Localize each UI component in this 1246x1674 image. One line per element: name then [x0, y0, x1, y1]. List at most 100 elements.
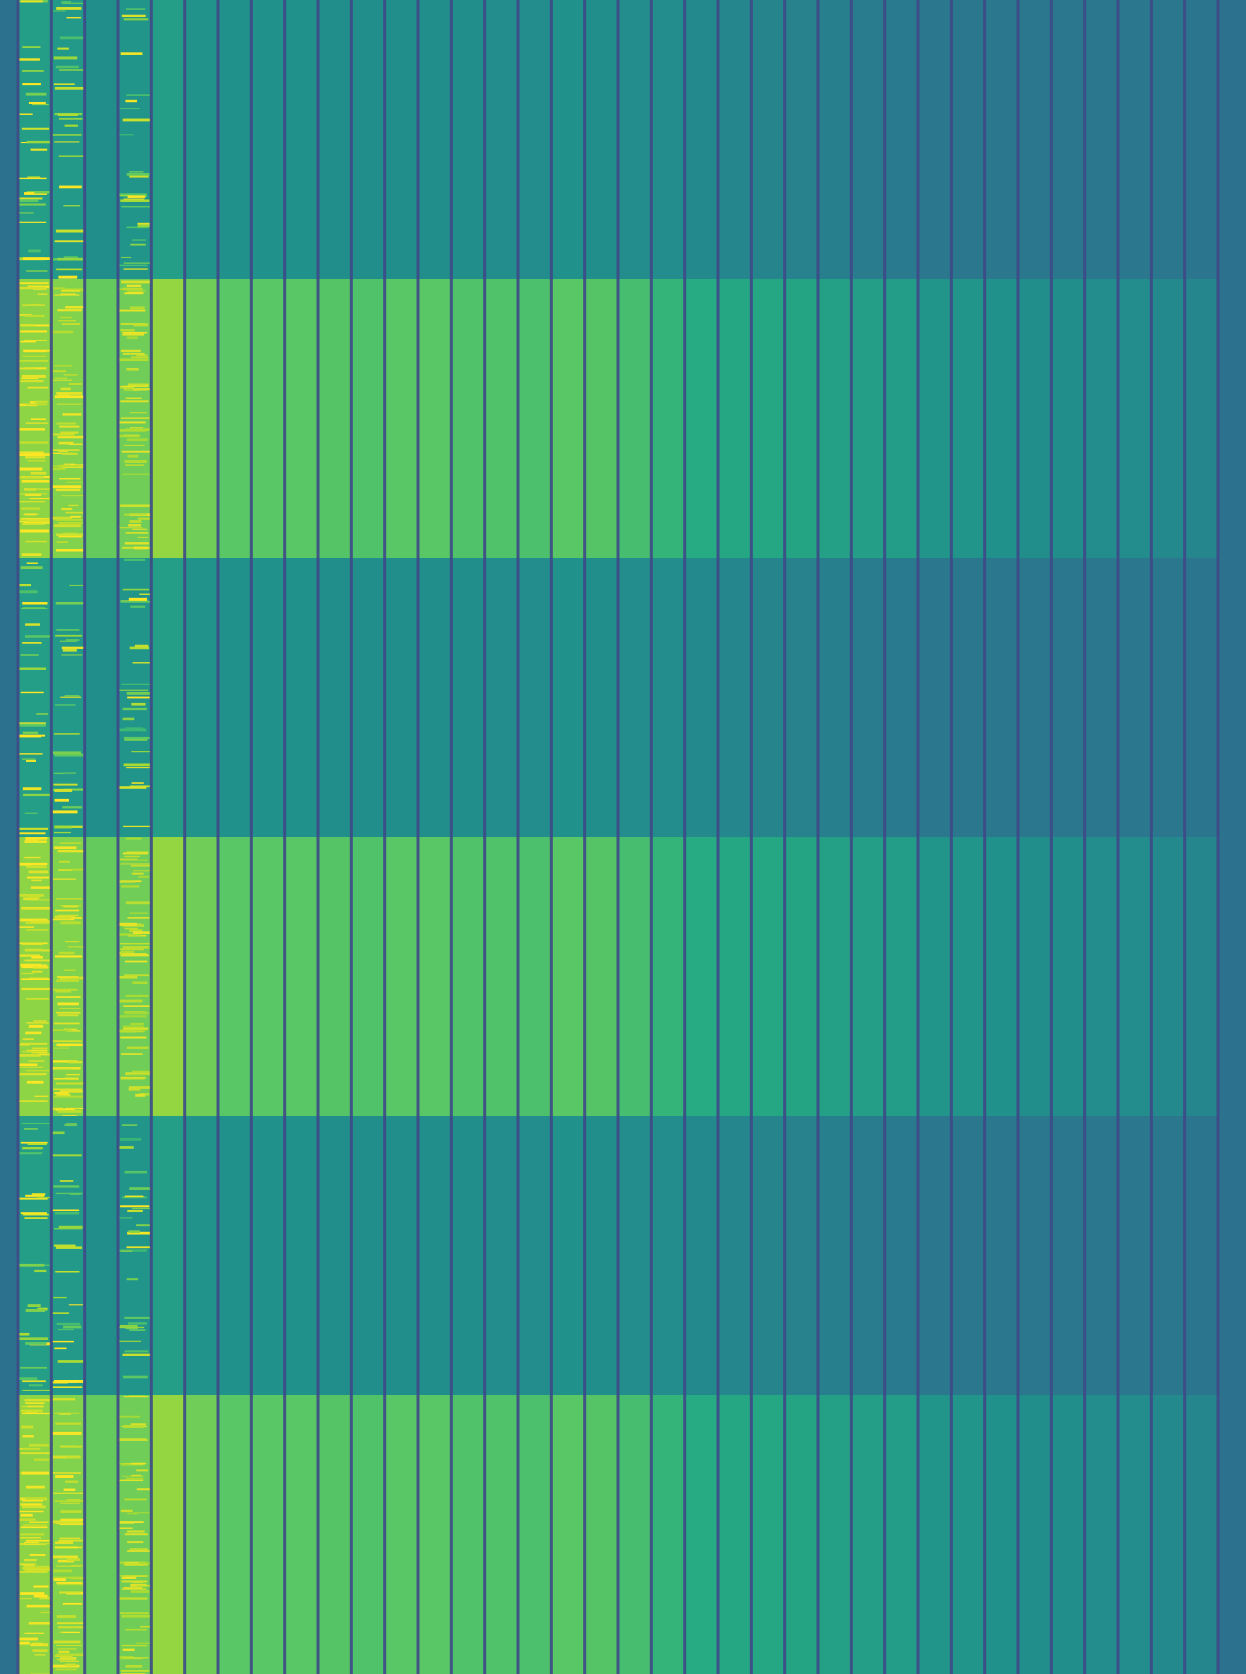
heatmap-cell-r5-c6 [218, 1395, 252, 1674]
heatmap-streak [118, 1146, 134, 1149]
heatmap-streak [25, 456, 46, 459]
heatmap-streak [53, 1576, 83, 1579]
column-separator-7 [249, 0, 253, 1674]
heatmap-cell-r4-c24 [818, 1116, 852, 1396]
heatmap-streak [53, 1296, 67, 1299]
heatmap-cell-r2-c7 [251, 558, 286, 838]
heatmap-streak [31, 879, 42, 882]
heatmap-cell-r0-c30 [1018, 0, 1052, 280]
heatmap-streak [26, 140, 51, 144]
heatmap-streak [18, 199, 39, 203]
heatmap-streak [119, 385, 135, 389]
column-separator-23 [783, 0, 787, 1674]
heatmap-streak [52, 988, 78, 991]
heatmap-cell-r2-c4 [151, 558, 186, 838]
heatmap-streak [122, 1025, 145, 1028]
heatmap-streak [54, 1022, 80, 1025]
heatmap-streak [58, 441, 74, 445]
heatmap-streak [21, 987, 51, 991]
heatmap-streak [122, 352, 145, 355]
heatmap-cell-r4-c23 [784, 1116, 819, 1396]
heatmap-streak [25, 1194, 45, 1197]
heatmap-streak [118, 429, 147, 432]
heatmap-streak [65, 1073, 80, 1076]
heatmap-streak [60, 1, 72, 3]
heatmap-cell-r2-c24 [818, 558, 852, 838]
heatmap-streak [28, 896, 41, 899]
heatmap-streak [27, 1143, 47, 1146]
heatmap-streak [136, 1584, 152, 1587]
column-separator-36 [1216, 0, 1220, 1674]
heatmap-cell-r1-c20 [684, 279, 719, 559]
heatmap-streak [125, 727, 144, 731]
heatmap-streak [61, 654, 83, 656]
heatmap-streak [122, 1124, 138, 1126]
heatmap-streak [55, 898, 82, 900]
heatmap-cell-r1-c28 [951, 279, 986, 559]
heatmap-streak [52, 1455, 81, 1459]
heatmap-cell-r4-c33 [1118, 1116, 1152, 1396]
heatmap-cell-r4-c11 [384, 1116, 419, 1396]
heatmap-streak [25, 839, 39, 841]
column-separator-15 [516, 0, 520, 1674]
heatmap-streak [123, 18, 149, 21]
heatmap-streak [59, 478, 81, 480]
heatmap-streak [28, 870, 49, 874]
heatmap-streak [54, 1068, 73, 1070]
heatmap-streak [127, 1530, 145, 1533]
heatmap-streak [53, 1492, 84, 1494]
column-separator-9 [316, 0, 320, 1674]
heatmap-streak [22, 758, 36, 760]
heatmap-cell-r5-c25 [851, 1395, 886, 1674]
heatmap-streak [53, 1095, 84, 1098]
heatmap-streak [61, 2, 85, 4]
heatmap-streak [65, 481, 83, 483]
heatmap-streak [119, 134, 134, 136]
heatmap-streak [132, 528, 147, 530]
heatmap-streak [54, 831, 71, 834]
heatmap-streak [119, 1612, 149, 1614]
heatmap-streak [126, 1278, 139, 1281]
heatmap-cell-r3-c8 [284, 837, 319, 1117]
heatmap-cell-r1-c17 [584, 279, 619, 559]
heatmap-cell-r1-c14 [484, 279, 519, 559]
heatmap-streak [21, 1505, 46, 1509]
heatmap-streak [53, 56, 78, 60]
heatmap-streak [39, 1596, 51, 1600]
heatmap-streak [118, 527, 143, 529]
heatmap-streak [54, 1211, 80, 1215]
heatmap-streak [52, 1555, 78, 1559]
heatmap-cell-r2-c22 [751, 558, 786, 838]
heatmap-cell-r5-c26 [884, 1395, 919, 1674]
heatmap-streak [120, 349, 141, 353]
heatmap-streak [24, 840, 47, 843]
heatmap-streak [53, 1578, 66, 1582]
heatmap-streak [131, 1070, 151, 1072]
heatmap-streak [58, 275, 78, 279]
heatmap-streak [57, 393, 70, 396]
heatmap-streak [129, 1187, 152, 1190]
heatmap-cell-r5-c4 [151, 1395, 186, 1674]
heatmap-streak [54, 789, 73, 792]
heatmap-streak [59, 860, 70, 863]
heatmap-streak [30, 1643, 49, 1647]
heatmap-streak [122, 1196, 147, 1199]
heatmap-streak [63, 969, 76, 971]
heatmap-streak [119, 1324, 138, 1328]
heatmap-streak [56, 629, 80, 631]
heatmap-cell-r1-c21 [718, 279, 752, 559]
heatmap-streak [19, 113, 33, 115]
heatmap-streak [131, 751, 151, 753]
heatmap-cell-r0-c4 [151, 0, 186, 280]
heatmap-streak [54, 1347, 67, 1350]
heatmap-cell-r4-c21 [718, 1116, 752, 1396]
heatmap-cell-r2-c35 [1184, 558, 1219, 838]
column-separator-8 [283, 0, 287, 1674]
heatmap-streak [60, 696, 82, 698]
heatmap-streak [66, 17, 82, 19]
heatmap-streak [34, 1654, 46, 1656]
heatmap-streak [22, 1051, 47, 1053]
heatmap-streak [60, 387, 71, 391]
heatmap-cell-r5-c17 [584, 1395, 619, 1674]
heatmap-streak [121, 14, 146, 18]
